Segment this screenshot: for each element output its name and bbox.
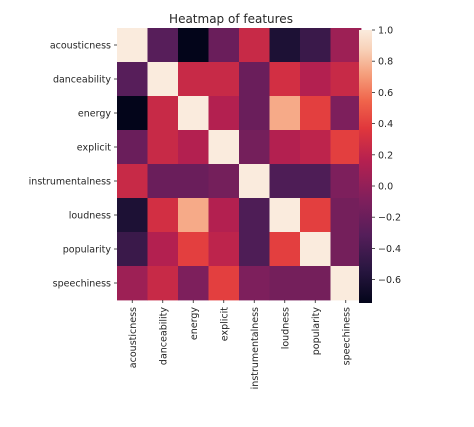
x-tick-label: danceability xyxy=(158,307,169,365)
heatmap-cell-danceability-instrumentalness xyxy=(239,62,270,97)
heatmap-cell-popularity-acousticness xyxy=(117,232,148,267)
y-tick-label: speechiness xyxy=(53,279,111,290)
x-tick-label: instrumentalness xyxy=(250,307,261,389)
heatmap-cell-popularity-danceability xyxy=(147,232,179,267)
heatmap-cell-acousticness-speechiness xyxy=(330,28,362,63)
y-tick-labels: acousticness danceability energy explicit in… xyxy=(29,41,117,290)
heatmap-cell-explicit-instrumentalness xyxy=(239,130,270,165)
heatmap-cell-energy-acousticness xyxy=(117,96,148,131)
heatmap-cell-instrumentalness-danceability xyxy=(147,164,179,199)
heatmap-cell-popularity-popularity xyxy=(300,232,331,267)
heatmap-cell-acousticness-popularity xyxy=(300,28,331,63)
colorbar-tick-label: 0.6 xyxy=(378,88,393,99)
y-tick-label: instrumentalness xyxy=(29,177,111,188)
heatmap-cell-speechiness-loudness xyxy=(269,266,301,301)
heatmap-cell-loudness-speechiness xyxy=(330,198,362,233)
colorbar-tick-label: −0.2 xyxy=(378,213,401,224)
heatmap-cell-speechiness-popularity xyxy=(300,266,331,301)
x-tick-label: acousticness xyxy=(128,307,139,368)
y-tick-label: danceability xyxy=(53,75,111,86)
heatmap-cell-danceability-speechiness xyxy=(330,62,362,97)
heatmap-cell-acousticness-explicit xyxy=(208,28,240,63)
colorbar-ticks: 1.0 0.8 0.6 0.4 0.2 0.0 −0.2 −0.4 −0.6 xyxy=(372,26,401,286)
heatmap-cell-speechiness-speechiness xyxy=(330,266,362,301)
heatmap-cell-instrumentalness-energy xyxy=(178,164,209,199)
heatmap-cell-energy-danceability xyxy=(147,96,179,131)
heatmap-cell-loudness-explicit xyxy=(208,198,240,233)
heatmap-cell-danceability-explicit xyxy=(208,62,240,97)
heatmap-cell-explicit-danceability xyxy=(147,130,179,165)
heatmap-cell-acousticness-danceability xyxy=(147,28,179,63)
heatmap-cell-acousticness-acousticness xyxy=(117,28,148,63)
x-tick-label: explicit xyxy=(219,307,230,341)
heatmap-cell-loudness-loudness xyxy=(269,198,301,233)
heatmap-cell-speechiness-acousticness xyxy=(117,266,148,301)
heatmap-cell-energy-speechiness xyxy=(330,96,362,131)
heatmap-cell-speechiness-energy xyxy=(178,266,209,301)
chart-title: Heatmap of features xyxy=(169,12,293,26)
heatmap-cell-loudness-acousticness xyxy=(117,198,148,233)
heatmap-cell-loudness-energy xyxy=(178,198,209,233)
heatmap-cell-explicit-loudness xyxy=(269,130,301,165)
heatmap-cell-energy-instrumentalness xyxy=(239,96,270,131)
heatmap-cell-acousticness-instrumentalness xyxy=(239,28,270,63)
heatmap-cell-speechiness-instrumentalness xyxy=(239,266,270,301)
heatmap-cell-instrumentalness-explicit xyxy=(208,164,240,199)
colorbar-tick-label: −0.4 xyxy=(378,244,401,255)
colorbar-tick-label: 0.0 xyxy=(378,182,393,193)
x-tick-label: energy xyxy=(189,307,200,340)
heatmap-cell-danceability-popularity xyxy=(300,62,331,97)
heatmap-cell-speechiness-danceability xyxy=(147,266,179,301)
heatmap-cell-popularity-loudness xyxy=(269,232,301,267)
x-tick-labels: acousticness danceability energy explicit in… xyxy=(128,300,352,389)
heatmap-cell-explicit-explicit xyxy=(208,130,240,165)
heatmap-cell-danceability-energy xyxy=(178,62,209,97)
colorbar xyxy=(359,30,372,303)
heatmap-cell-loudness-instrumentalness xyxy=(239,198,270,233)
heatmap-cell-loudness-danceability xyxy=(147,198,179,233)
heatmap-cell-popularity-speechiness xyxy=(330,232,362,267)
heatmap-cell-speechiness-explicit xyxy=(208,266,240,301)
heatmap-cell-danceability-acousticness xyxy=(117,62,148,97)
x-tick-label: speechiness xyxy=(341,307,352,365)
heatmap-cell-instrumentalness-popularity xyxy=(300,164,331,199)
y-tick-label: explicit xyxy=(77,143,111,154)
x-tick-label: loudness xyxy=(280,307,291,349)
heatmap-cell-instrumentalness-instrumentalness xyxy=(239,164,270,199)
heatmap-cell-loudness-popularity xyxy=(300,198,331,233)
y-tick-label: popularity xyxy=(63,245,112,256)
heatmap-cell-explicit-energy xyxy=(178,130,209,165)
colorbar-tick-label: 0.4 xyxy=(378,119,393,130)
colorbar-tick-label: 1.0 xyxy=(378,26,393,37)
heatmap-cell-popularity-instrumentalness xyxy=(239,232,270,267)
y-tick-label: energy xyxy=(78,109,111,120)
heatmap-cell-popularity-energy xyxy=(178,232,209,267)
heatmap-cell-energy-popularity xyxy=(300,96,331,131)
heatmap-cells xyxy=(117,28,362,301)
heatmap-cell-popularity-explicit xyxy=(208,232,240,267)
heatmap-cell-acousticness-loudness xyxy=(269,28,301,63)
heatmap-cell-danceability-loudness xyxy=(269,62,301,97)
colorbar-tick-label: 0.8 xyxy=(378,57,393,68)
heatmap-cell-explicit-speechiness xyxy=(330,130,362,165)
x-tick-label: popularity xyxy=(311,307,322,356)
colorbar-tick-label: −0.6 xyxy=(378,275,401,286)
colorbar-tick-label: 0.2 xyxy=(378,150,393,161)
heatmap-cell-explicit-acousticness xyxy=(117,130,148,165)
y-tick-label: loudness xyxy=(69,211,111,222)
heatmap-cell-energy-explicit xyxy=(208,96,240,131)
heatmap-cell-acousticness-energy xyxy=(178,28,209,63)
heatmap-cell-danceability-danceability xyxy=(147,62,179,97)
heatmap-cell-energy-energy xyxy=(178,96,209,131)
heatmap-cell-instrumentalness-loudness xyxy=(269,164,301,199)
y-tick-label: acousticness xyxy=(50,41,111,52)
heatmap-cell-instrumentalness-speechiness xyxy=(330,164,362,199)
heatmap-cell-energy-loudness xyxy=(269,96,301,131)
heatmap-cell-explicit-popularity xyxy=(300,130,331,165)
heatmap-cell-instrumentalness-acousticness xyxy=(117,164,148,199)
